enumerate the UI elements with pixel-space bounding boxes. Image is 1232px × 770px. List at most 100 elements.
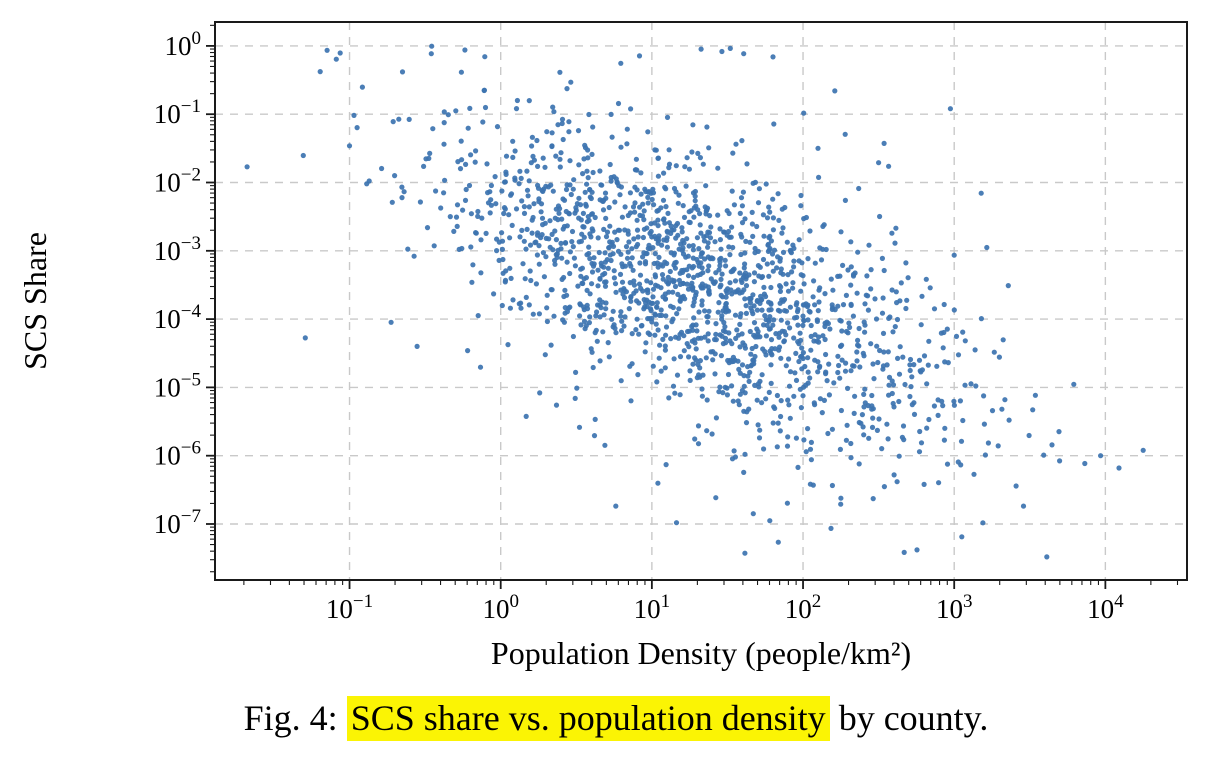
scatter-point (546, 236, 552, 242)
scatter-point (525, 193, 531, 199)
scatter-point (671, 356, 677, 362)
scatter-point (584, 252, 590, 258)
scatter-point (618, 313, 624, 319)
scatter-point (811, 278, 817, 284)
scatter-point (680, 245, 686, 251)
scatter-point (779, 328, 785, 334)
scatter-point (748, 296, 754, 302)
scatter-point (780, 225, 786, 231)
scatter-point (808, 457, 815, 463)
scatter-point (473, 148, 479, 154)
scatter-point (741, 265, 747, 271)
scatter-point (786, 383, 793, 389)
y-tick-label: 10−7 (154, 506, 201, 539)
scatter-point (899, 434, 906, 440)
scatter-point (764, 215, 771, 221)
scatter-point (765, 248, 772, 254)
scatter-point (676, 246, 682, 252)
scatter-point (660, 276, 666, 282)
scatter-point (741, 51, 747, 57)
scatter-point (595, 283, 601, 289)
scatter-point (869, 392, 875, 399)
scatter-point (921, 481, 927, 487)
scatter-point (587, 194, 593, 200)
scatter-point (653, 321, 659, 327)
scatter-point (751, 320, 758, 326)
scatter-point (712, 279, 718, 285)
scatter-point (881, 349, 887, 355)
scatter-point (592, 330, 598, 336)
scatter-point (874, 427, 881, 433)
scatter-point (555, 122, 561, 128)
scatter-point (501, 210, 507, 217)
scatter-point (828, 525, 834, 532)
scatter-point (618, 144, 624, 150)
scatter-point (679, 229, 685, 235)
scatter-point (644, 278, 650, 284)
scatter-point (861, 404, 867, 410)
scatter-point (778, 413, 784, 420)
scatter-point (597, 275, 603, 282)
scatter-point (571, 177, 577, 183)
scatter-point (848, 239, 854, 245)
y-tick-label: 10−5 (154, 369, 201, 402)
scatter-point (783, 332, 789, 338)
scatter-point (664, 114, 671, 120)
scatter-point (627, 190, 634, 196)
scatter-point (523, 246, 529, 252)
scatter-point (447, 214, 453, 220)
scatter-point (766, 389, 772, 395)
figure-caption: Fig. 4: SCS share vs. population density… (0, 696, 1232, 741)
scatter-point (779, 230, 785, 236)
scatter-point (478, 270, 484, 276)
scatter-point (814, 317, 820, 323)
scatter-point (902, 381, 908, 388)
x-tick-label: 101 (634, 591, 671, 624)
scatter-point (768, 337, 775, 343)
scatter-point (508, 275, 514, 281)
scatter-point (897, 344, 903, 350)
scatter-point (725, 357, 731, 364)
scatter-point (700, 161, 706, 167)
scatter-point (768, 362, 774, 368)
scatter-point (628, 294, 634, 300)
scatter-point (642, 186, 648, 192)
scatter-point (568, 79, 574, 85)
scatter-point (817, 285, 823, 291)
scatter-point (580, 210, 587, 216)
scatter-point (492, 174, 498, 180)
scatter-point (595, 235, 601, 241)
scatter-point (1140, 447, 1146, 453)
scatter-point (737, 344, 743, 350)
scatter-point (673, 189, 679, 195)
scatter-point (718, 353, 725, 359)
scatter-point (441, 109, 447, 115)
scatter-point (558, 246, 564, 252)
scatter-point (510, 297, 516, 303)
scatter-point (663, 462, 669, 468)
scatter-point (663, 204, 669, 210)
scatter-point (684, 155, 690, 161)
scatter-point (751, 270, 758, 276)
scatter-point (776, 344, 783, 350)
scatter-point (826, 361, 832, 367)
scatter-point (611, 275, 618, 281)
scatter-point (625, 249, 631, 255)
scatter-point (634, 227, 641, 233)
scatter-point (566, 210, 572, 216)
scatter-point (601, 312, 607, 318)
scatter-point (851, 363, 857, 369)
scatter-point (619, 328, 625, 334)
caption-highlight: SCS share vs. population density (346, 696, 830, 741)
scatter-point (483, 230, 489, 236)
scatter-point (592, 416, 598, 422)
scatter-point (346, 143, 353, 149)
scatter-point (571, 255, 578, 261)
scatter-point (728, 287, 734, 293)
scatter-point (559, 216, 565, 222)
scatter-point (675, 200, 681, 206)
scatter-point (302, 335, 308, 341)
scatter-point (909, 402, 915, 408)
scatter-point (469, 279, 475, 285)
scatter-point (705, 268, 711, 274)
